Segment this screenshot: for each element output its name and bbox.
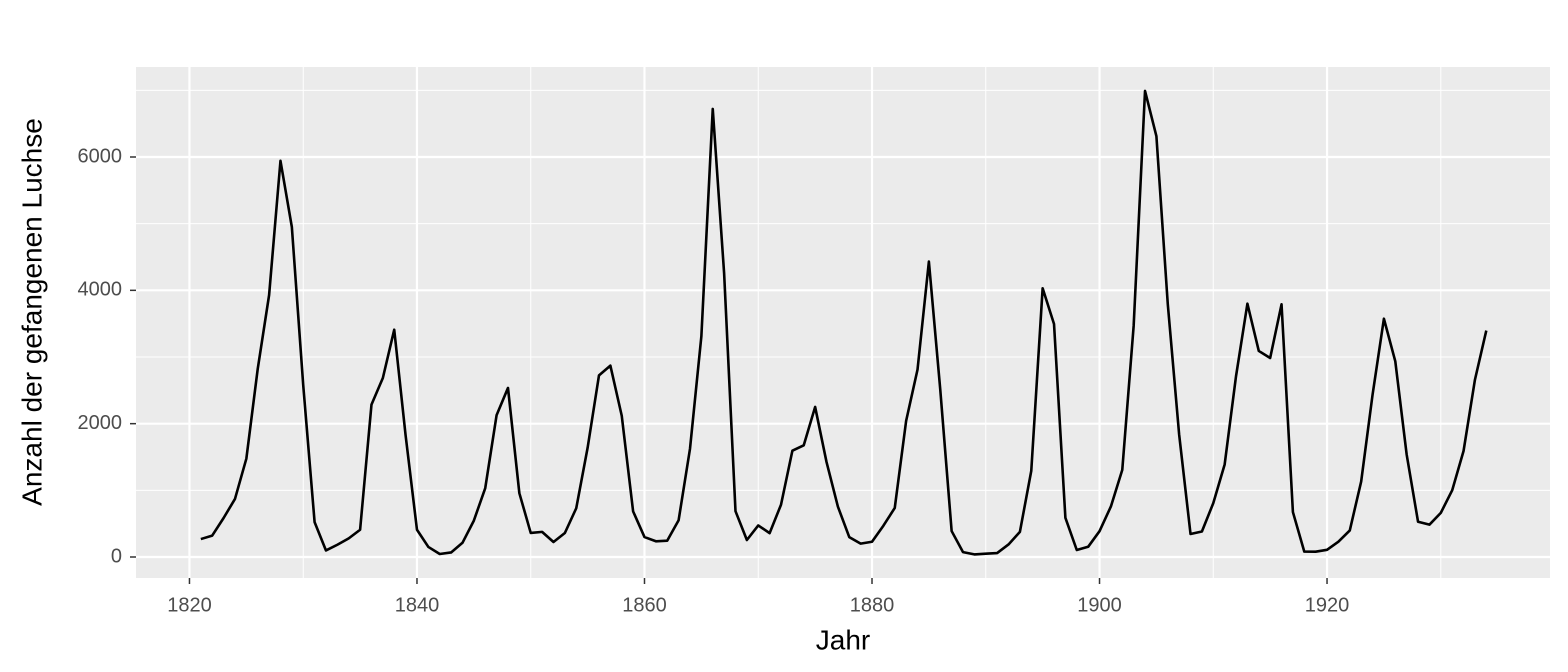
plot-panel (136, 67, 1550, 578)
data-line (200, 89, 1488, 556)
x-tick-label: 1920 (1305, 594, 1350, 616)
y-tick-label: 6000 (78, 145, 123, 167)
y-tick-label: 0 (111, 545, 122, 567)
y-axis-title: Anzahl der gefangenen Luchse (16, 118, 47, 506)
x-tick-label: 1840 (395, 594, 440, 616)
x-tick-label: 1820 (167, 594, 212, 616)
x-axis-title: Jahr (816, 624, 870, 655)
x-tick-label: 1900 (1077, 594, 1122, 616)
x-tick-label: 1880 (850, 594, 895, 616)
y-tick-label: 4000 (78, 279, 123, 301)
x-tick-label: 1860 (622, 594, 667, 616)
y-tick-label: 2000 (78, 412, 123, 434)
